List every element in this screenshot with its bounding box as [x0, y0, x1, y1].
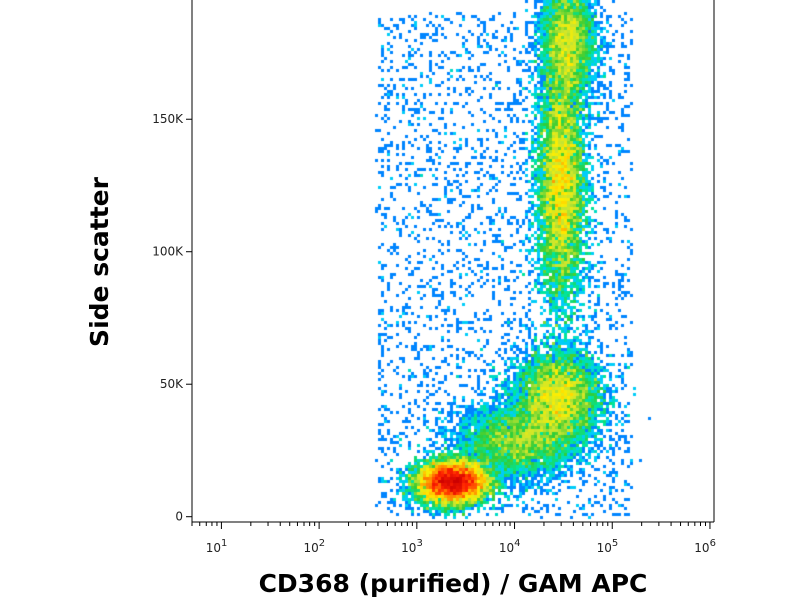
- y-axis-title: Side scatter: [85, 176, 114, 347]
- density-heatmap: [192, 0, 714, 522]
- x-tick-label: 102: [303, 538, 325, 555]
- x-axis-title: CD368 (purified) / GAM APC: [259, 569, 648, 598]
- x-axis-ticks: 101 102 103 104 105 106: [191, 522, 716, 555]
- y-tick-label: 0: [175, 510, 183, 524]
- x-tick-label: 103: [401, 538, 423, 555]
- x-tick-label: 105: [597, 538, 619, 555]
- y-axis-ticks: 0 50K 100K 150K: [152, 112, 192, 524]
- x-tick-label: 101: [206, 538, 228, 555]
- x-tick-label: 104: [499, 538, 521, 555]
- y-tick-label: 100K: [152, 245, 184, 259]
- y-tick-label: 150K: [152, 112, 184, 126]
- x-tick-label: 106: [694, 538, 716, 555]
- y-tick-label: 50K: [160, 377, 184, 391]
